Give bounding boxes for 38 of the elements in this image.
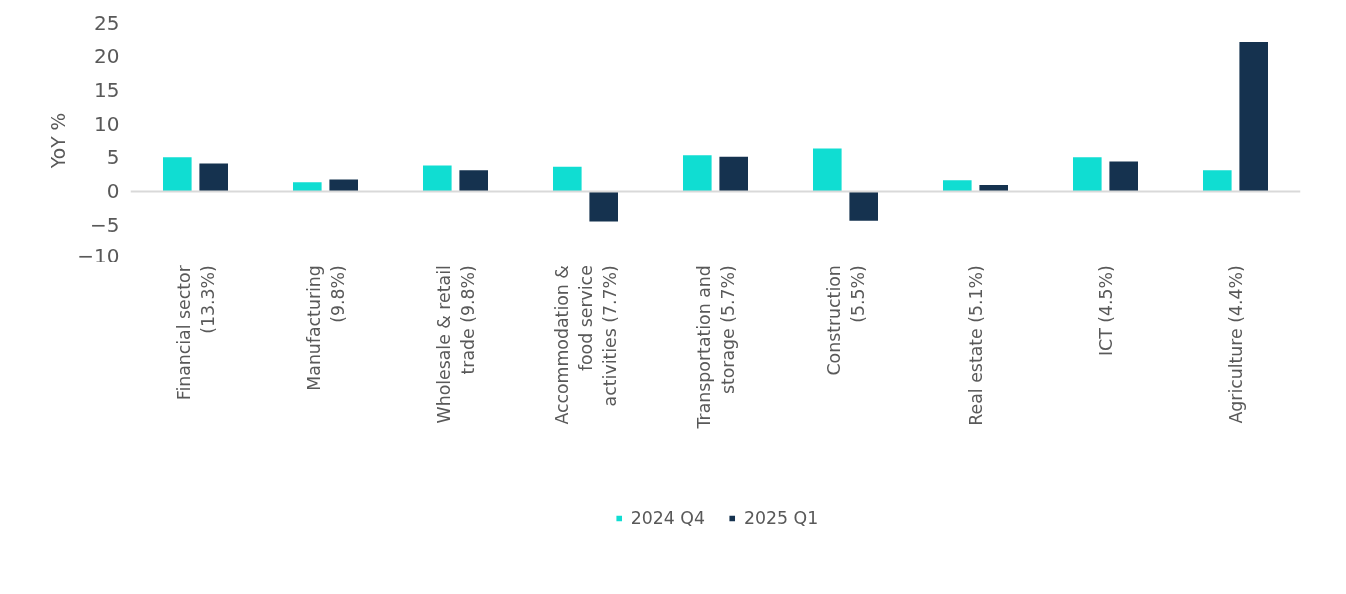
bar [459, 170, 488, 192]
bar [849, 191, 878, 221]
y-tick-label: 25 [94, 10, 120, 35]
bar [719, 156, 748, 192]
y-tick-label: 5 [106, 145, 120, 170]
x-tick-label: Real estate (5.1%) [965, 265, 986, 426]
x-tick-label: Construction (5.5%) [823, 265, 868, 376]
x-tick-label: Agriculture (4.4%) [1225, 265, 1246, 424]
bar [979, 185, 1008, 192]
x-tick-label: Wholesale & retail trade (9.8%) [433, 265, 478, 424]
legend-label: 2024 Q4 [630, 508, 705, 528]
bar [423, 165, 452, 192]
y-tick-label: −5 [90, 212, 120, 237]
bar [589, 191, 618, 222]
x-tick-label: Manufacturing (9.8%) [303, 265, 348, 391]
bar [813, 148, 842, 192]
bar [199, 163, 228, 192]
x-tick-label: Transportation and storage (5.7%) [693, 265, 738, 430]
x-tick-label: Accommodation & food service activities (7.7%) [551, 265, 620, 425]
y-tick-label: −10 [77, 243, 120, 268]
bar [683, 155, 712, 192]
x-tick-label: ICT (4.5%) [1095, 265, 1116, 357]
bar [553, 166, 582, 192]
y-tick-label: 20 [94, 44, 120, 69]
y-tick-label: 10 [94, 111, 120, 136]
legend-label: 2025 Q1 [744, 508, 819, 528]
bar [293, 182, 322, 192]
x-tick-label: Financial sector (13.3%) [173, 264, 218, 401]
y-tick-label: 0 [106, 179, 120, 204]
bar [163, 157, 192, 192]
y-axis-title: YoY % [48, 112, 70, 170]
bar [943, 180, 972, 192]
bar [329, 179, 358, 192]
y-tick-label: 15 [94, 77, 120, 102]
bar [1109, 161, 1138, 192]
bar [1073, 157, 1102, 192]
bar [1203, 170, 1232, 192]
bar [1239, 42, 1268, 192]
